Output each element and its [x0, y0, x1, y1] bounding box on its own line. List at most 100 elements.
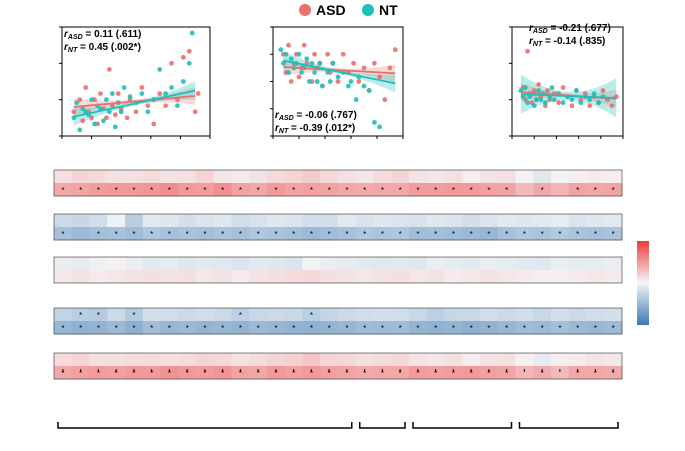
heatmap-cell	[284, 270, 303, 284]
heatmap-cell	[142, 270, 161, 284]
heatmap-cell	[89, 227, 108, 241]
heatmap-cell	[178, 308, 197, 322]
heatmap-cell	[568, 353, 587, 367]
heatmap-cell	[586, 321, 605, 335]
nt-point	[353, 97, 359, 103]
significance-star: *	[363, 369, 366, 378]
heatmap-cell	[586, 353, 605, 367]
heatmap-cell	[551, 183, 570, 197]
nt-point	[366, 88, 372, 93]
heatmap-cell	[533, 214, 552, 228]
fit-line-asd	[73, 95, 196, 108]
significance-star: *	[505, 230, 508, 239]
significance-star: *	[186, 369, 189, 378]
heatmap-cell	[515, 353, 534, 367]
heatmap-frame	[53, 213, 623, 241]
significance-star: *	[576, 186, 579, 195]
heatmap-cell	[107, 353, 126, 367]
heatmap-cell	[338, 170, 357, 184]
significance-star: *	[612, 369, 615, 378]
heatmap-cell	[355, 353, 374, 367]
heatmap-cell	[551, 353, 570, 367]
stat-r-symbol: r	[275, 123, 280, 134]
heatmap-frame	[53, 352, 623, 380]
asd-point	[104, 115, 109, 121]
significance-star: *	[97, 186, 100, 195]
significance-star: *	[594, 186, 597, 195]
heatmap-cell	[497, 227, 516, 241]
heatmap-cell	[249, 170, 268, 184]
group-bracket	[57, 422, 353, 429]
heatmap-cell	[426, 183, 445, 197]
significance-star: *	[310, 230, 313, 239]
significance-star: *	[274, 186, 277, 195]
fit-line-nt	[520, 93, 617, 99]
heatmap-cell	[89, 321, 108, 335]
heatmap-cell	[196, 270, 215, 284]
heatmap-cell	[54, 270, 73, 284]
heatmap-cell	[178, 257, 197, 271]
heatmap-cell	[249, 257, 268, 271]
asd-point	[312, 51, 317, 57]
heatmap-cell	[213, 321, 232, 335]
significance-star: *	[292, 230, 295, 239]
heatmap-cell	[533, 257, 552, 271]
heatmap-cell	[533, 270, 552, 284]
significance-star: *	[576, 230, 579, 239]
stat-r-symbol: r	[64, 42, 69, 53]
heatmap-cell	[142, 321, 161, 335]
heatmap-cell	[160, 227, 179, 241]
heatmap-cell	[267, 366, 286, 380]
heatmap-cell	[125, 257, 144, 271]
heatmap-block-FA: * * * * * * * * * * * * * * * * * * * * * * * * * * * * * * * * * * * * *	[53, 307, 623, 335]
significance-star: *	[328, 369, 331, 378]
asd-point	[186, 48, 192, 54]
heatmap-cell	[160, 183, 179, 197]
heatmap-cell	[533, 366, 552, 380]
heatmap-cell	[142, 183, 161, 197]
scatter-panel-B: rASD = -0.06 (.767)rNT = -0.39 (.012*)	[270, 26, 404, 139]
significance-star: *	[452, 230, 455, 239]
significance-star: *	[558, 230, 561, 239]
significance-star: *	[150, 186, 153, 195]
nt-point	[312, 70, 317, 75]
heatmap-cell	[462, 366, 481, 380]
significance-star: *	[79, 324, 82, 333]
heatmap-cell	[196, 214, 215, 228]
heatmap-cell	[462, 214, 481, 228]
heatmap-cell	[533, 308, 552, 322]
heatmap-cell	[338, 270, 357, 284]
heatmap-cell	[249, 183, 268, 197]
significance-star: *	[612, 186, 615, 195]
nt-point	[551, 97, 557, 103]
heatmap-cell	[125, 170, 144, 184]
significance-star: *	[328, 324, 331, 333]
heatmap-cell	[551, 227, 570, 241]
significance-star: *	[434, 186, 437, 195]
significance-star: *	[310, 324, 313, 333]
asd-point	[325, 51, 330, 57]
asd-point	[115, 91, 121, 97]
heatmap-cell	[142, 257, 161, 271]
heatmap-cell	[54, 183, 73, 197]
asd-point	[351, 60, 356, 66]
heatmap-cell	[107, 170, 126, 184]
heatmap-cell	[462, 170, 481, 184]
nt-point	[587, 97, 593, 103]
significance-star: *	[345, 324, 348, 333]
heatmap-cell	[480, 183, 499, 197]
nt-point	[346, 83, 351, 89]
heatmap-cell	[604, 353, 623, 367]
heatmap-cell	[284, 214, 303, 228]
heatmap-cell	[267, 308, 286, 322]
heatmap-cell	[267, 257, 286, 271]
asd-point	[139, 85, 145, 90]
significance-star: *	[132, 230, 135, 239]
stat-group-subscript: NT	[279, 128, 289, 135]
significance-star: *	[612, 230, 615, 239]
heatmap-cell	[89, 308, 108, 322]
nt-point	[522, 85, 528, 90]
heatmap-cell	[426, 257, 445, 271]
nt-point	[288, 56, 294, 62]
significance-star: *	[239, 311, 242, 320]
